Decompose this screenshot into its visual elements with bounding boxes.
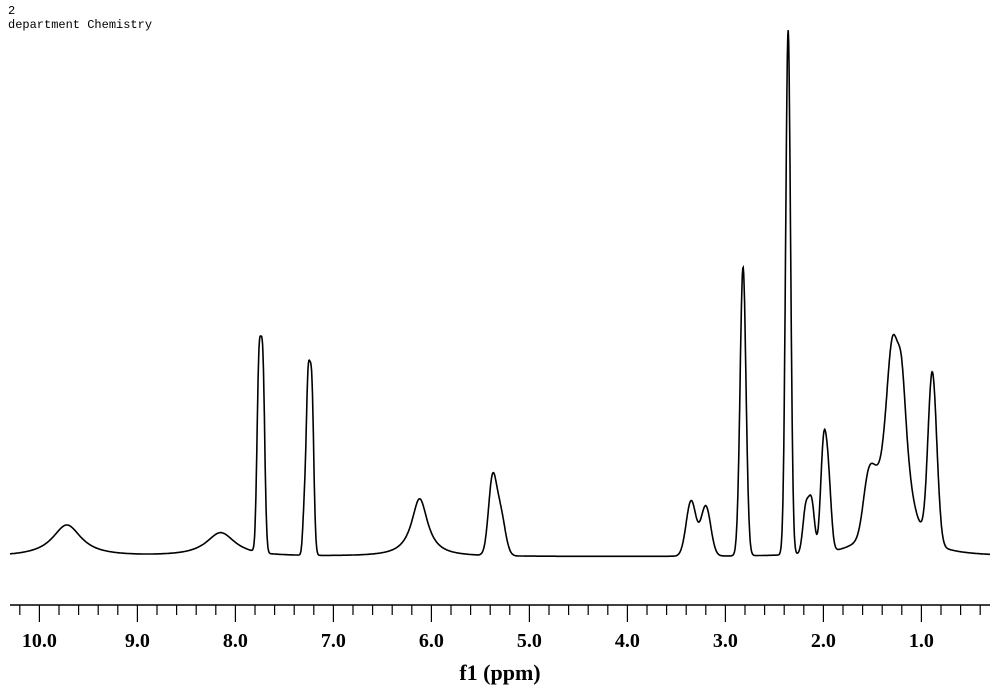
x-tick-label: 10.0 — [22, 630, 57, 653]
x-tick-label: 7.0 — [321, 630, 346, 653]
x-tick-label: 2.0 — [811, 630, 836, 653]
x-tick-label: 5.0 — [517, 630, 542, 653]
x-tick-label: 6.0 — [419, 630, 444, 653]
x-axis-label: f1 (ppm) — [0, 660, 1000, 686]
x-tick-label: 9.0 — [125, 630, 150, 653]
x-tick-label: 8.0 — [223, 630, 248, 653]
x-tick-label: 4.0 — [615, 630, 640, 653]
nmr-spectrum-plot — [0, 0, 1000, 693]
spectrum-trace — [10, 30, 990, 556]
x-tick-label: 3.0 — [713, 630, 738, 653]
x-tick-label: 1.0 — [909, 630, 934, 653]
